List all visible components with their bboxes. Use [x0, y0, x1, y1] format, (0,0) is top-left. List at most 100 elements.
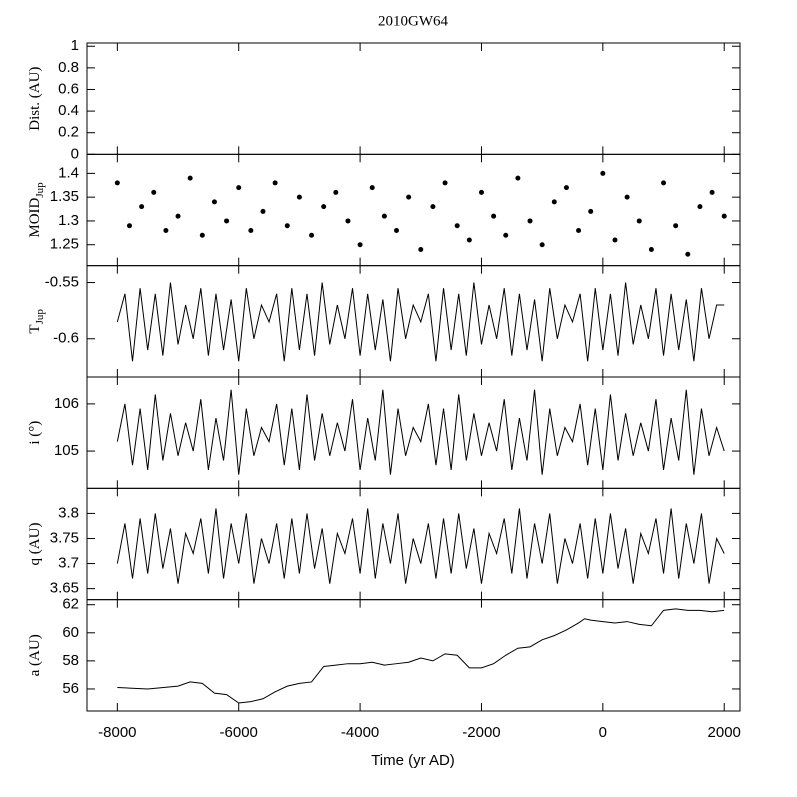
- data-line: [116, 508, 725, 584]
- data-point: [199, 232, 205, 238]
- data-point: [224, 218, 230, 224]
- data-point: [163, 227, 169, 233]
- x-tick-label: 0: [599, 724, 607, 741]
- data-point: [709, 189, 715, 195]
- data-point: [563, 185, 569, 191]
- y-tick-label: 1.4: [58, 164, 79, 181]
- data-point: [539, 242, 545, 248]
- y-tick-label: 0.4: [58, 102, 79, 119]
- data-point: [296, 194, 302, 200]
- data-point: [515, 175, 521, 181]
- panel-frame: [86, 599, 741, 712]
- data-point: [248, 227, 254, 233]
- y-tick-label: -0.6: [53, 330, 79, 347]
- y-axis-label: MOIDJup: [27, 182, 45, 238]
- data-point: [588, 208, 594, 214]
- data-point: [503, 232, 509, 238]
- data-point: [685, 251, 691, 257]
- data-point: [284, 223, 290, 229]
- x-axis-label: Time (yr AD): [371, 752, 455, 769]
- y-tick-label: 58: [62, 652, 79, 669]
- data-point: [442, 180, 448, 186]
- data-point: [309, 232, 315, 238]
- data-point: [272, 180, 278, 186]
- y-tick-label: 0.6: [58, 80, 79, 97]
- x-tick-label: -8000: [98, 724, 136, 741]
- y-tick-label: 0.8: [58, 59, 79, 76]
- data-point: [260, 208, 266, 214]
- y-axis-label-main: T: [27, 324, 43, 333]
- data-point: [369, 185, 375, 191]
- data-point: [406, 194, 412, 200]
- y-tick-label: 3.75: [50, 529, 79, 546]
- data-point: [721, 213, 727, 219]
- data-point: [661, 180, 667, 186]
- data-point: [175, 213, 181, 219]
- data-point: [576, 227, 582, 233]
- data-point: [236, 185, 242, 191]
- data-point: [345, 218, 351, 224]
- data-point: [491, 213, 497, 219]
- x-tick-label: -6000: [220, 724, 258, 741]
- data-point: [321, 204, 327, 210]
- data-point: [381, 213, 387, 219]
- data-point: [624, 194, 630, 200]
- y-tick-label: 62: [62, 596, 79, 613]
- panel-frame: [86, 153, 741, 267]
- data-point: [697, 204, 703, 210]
- y-tick-label: 0.2: [58, 124, 79, 141]
- data-point: [333, 189, 339, 195]
- data-point: [114, 180, 120, 186]
- data-point: [612, 237, 618, 243]
- data-line: [116, 389, 725, 475]
- data-point: [357, 242, 363, 248]
- data-point: [527, 218, 533, 224]
- x-tick-label: 2000: [708, 724, 741, 741]
- y-axis-label-main: q (AU): [27, 523, 43, 566]
- data-point: [211, 199, 217, 205]
- y-tick-label: 105: [54, 442, 79, 459]
- y-axis-label-main: a (AU): [27, 634, 43, 676]
- data-point: [454, 223, 460, 229]
- y-axis-label-main: Dist. (AU): [27, 67, 43, 131]
- y-axis-label: Dist. (AU): [27, 67, 43, 131]
- x-tick-label: -4000: [341, 724, 379, 741]
- y-axis-label: a (AU): [27, 634, 43, 676]
- y-tick-label: 1: [71, 37, 79, 54]
- data-line: [117, 608, 725, 704]
- y-tick-label: 3.7: [58, 555, 79, 572]
- y-tick-label: 106: [54, 395, 79, 412]
- data-point: [430, 204, 436, 210]
- y-tick-label: 56: [62, 680, 79, 697]
- y-axis-label: q (AU): [27, 523, 43, 566]
- data-point: [394, 227, 400, 233]
- figure-title: 2010GW64: [378, 13, 448, 29]
- y-tick-label: 0: [71, 145, 79, 162]
- data-point: [187, 175, 193, 181]
- y-tick-label: 3.8: [58, 504, 79, 521]
- y-axis-label-main: MOID: [27, 197, 43, 237]
- y-tick-label: 3.65: [50, 580, 79, 597]
- y-tick-label: 1.25: [50, 236, 79, 253]
- y-axis-label: i (°): [27, 421, 43, 445]
- data-point: [478, 189, 484, 195]
- data-point: [139, 204, 145, 210]
- y-axis-label-main: i (°): [27, 421, 43, 445]
- y-tick-label: 1.35: [50, 188, 79, 205]
- y-axis-label: TJup: [27, 309, 45, 334]
- panel-frame: [86, 265, 741, 378]
- y-tick-label: 60: [62, 624, 79, 641]
- y-axis-label-subscript: Jup: [34, 309, 46, 325]
- data-line: [116, 282, 725, 362]
- data-point: [648, 246, 654, 252]
- data-point: [151, 189, 157, 195]
- y-tick-label: -0.55: [45, 274, 79, 291]
- panel-frame: [86, 376, 741, 489]
- y-axis-label-subscript: Jup: [34, 182, 46, 198]
- data-point: [551, 199, 557, 205]
- x-tick-label: -2000: [462, 724, 500, 741]
- data-point: [636, 218, 642, 224]
- data-point: [466, 237, 472, 243]
- y-tick-label: 1.3: [58, 212, 79, 229]
